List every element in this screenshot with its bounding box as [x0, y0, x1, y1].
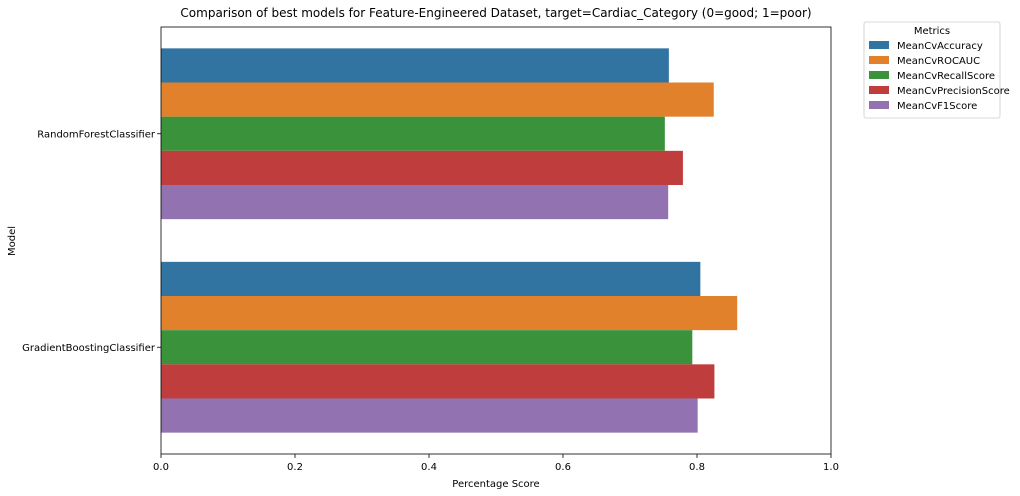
x-tick-label: 0.6: [555, 462, 571, 473]
legend-frame: [863, 21, 1001, 119]
legend-entries: MeanCvAccuracy MeanCvROCAUC MeanCvRecallSc…: [869, 41, 1010, 112]
bar-MeanCvF1Score-GradientBoostingClassifier: [161, 398, 698, 433]
legend-entry-label: MeanCvPrecisionScore: [897, 86, 1010, 97]
x-axis: 0.0 0.2 0.4 0.6 0.8 1.0: [153, 454, 839, 473]
bar-MeanCvROCAUC-RandomForestClassifier: [161, 82, 714, 117]
legend-entry-label: MeanCvAccuracy: [897, 41, 983, 52]
bar-MeanCvPrecisionScore-RandomForestClassifier: [161, 150, 683, 185]
y-axis-label: Model: [7, 226, 18, 256]
x-axis-label: Percentage Score: [452, 479, 539, 490]
legend-entry-label: MeanCvROCAUC: [897, 56, 980, 67]
bar-MeanCvF1Score-RandomForestClassifier: [161, 184, 669, 220]
bar-MeanCvAccuracy-RandomForestClassifier: [161, 48, 669, 83]
legend-swatch: [869, 101, 889, 109]
bar-MeanCvPrecisionScore-GradientBoostingClassifier: [161, 364, 715, 399]
x-tick-label: 0.0: [153, 462, 169, 473]
bar-MeanCvROCAUC-GradientBoostingClassifier: [161, 296, 738, 331]
bar-MeanCvRecallScore-RandomForestClassifier: [161, 116, 665, 151]
legend-swatch: [869, 71, 889, 79]
legend-swatch: [869, 56, 889, 64]
bar-MeanCvAccuracy-GradientBoostingClassifier: [161, 261, 701, 297]
bar-MeanCvRecallScore-GradientBoostingClassifier: [161, 330, 693, 365]
legend-entry-label: MeanCvF1Score: [897, 101, 977, 112]
x-tick-label: 0.8: [689, 462, 705, 473]
plot-frame: [160, 26, 832, 455]
chart-title: Comparison of best models for Feature-En…: [180, 6, 811, 20]
legend-title: Metrics: [914, 26, 950, 37]
x-tick-label: 0.2: [287, 462, 303, 473]
bars-layer: [161, 48, 738, 433]
legend-swatch: [869, 41, 889, 49]
legend: Metrics MeanCvAccuracyMeanCvROCAUCMeanCv…: [863, 21, 1010, 119]
y-tick-label: GradientBoostingClassifier: [22, 343, 156, 354]
legend-entry-label: MeanCvRecallScore: [897, 71, 995, 82]
y-tick-label: RandomForestClassifier: [37, 129, 156, 140]
legend-swatch: [869, 86, 889, 94]
x-tick-label: 0.4: [421, 462, 437, 473]
x-tick-label: 1.0: [823, 462, 839, 473]
y-axis: RandomForestClassifier GradientBoostingCl…: [22, 129, 161, 354]
